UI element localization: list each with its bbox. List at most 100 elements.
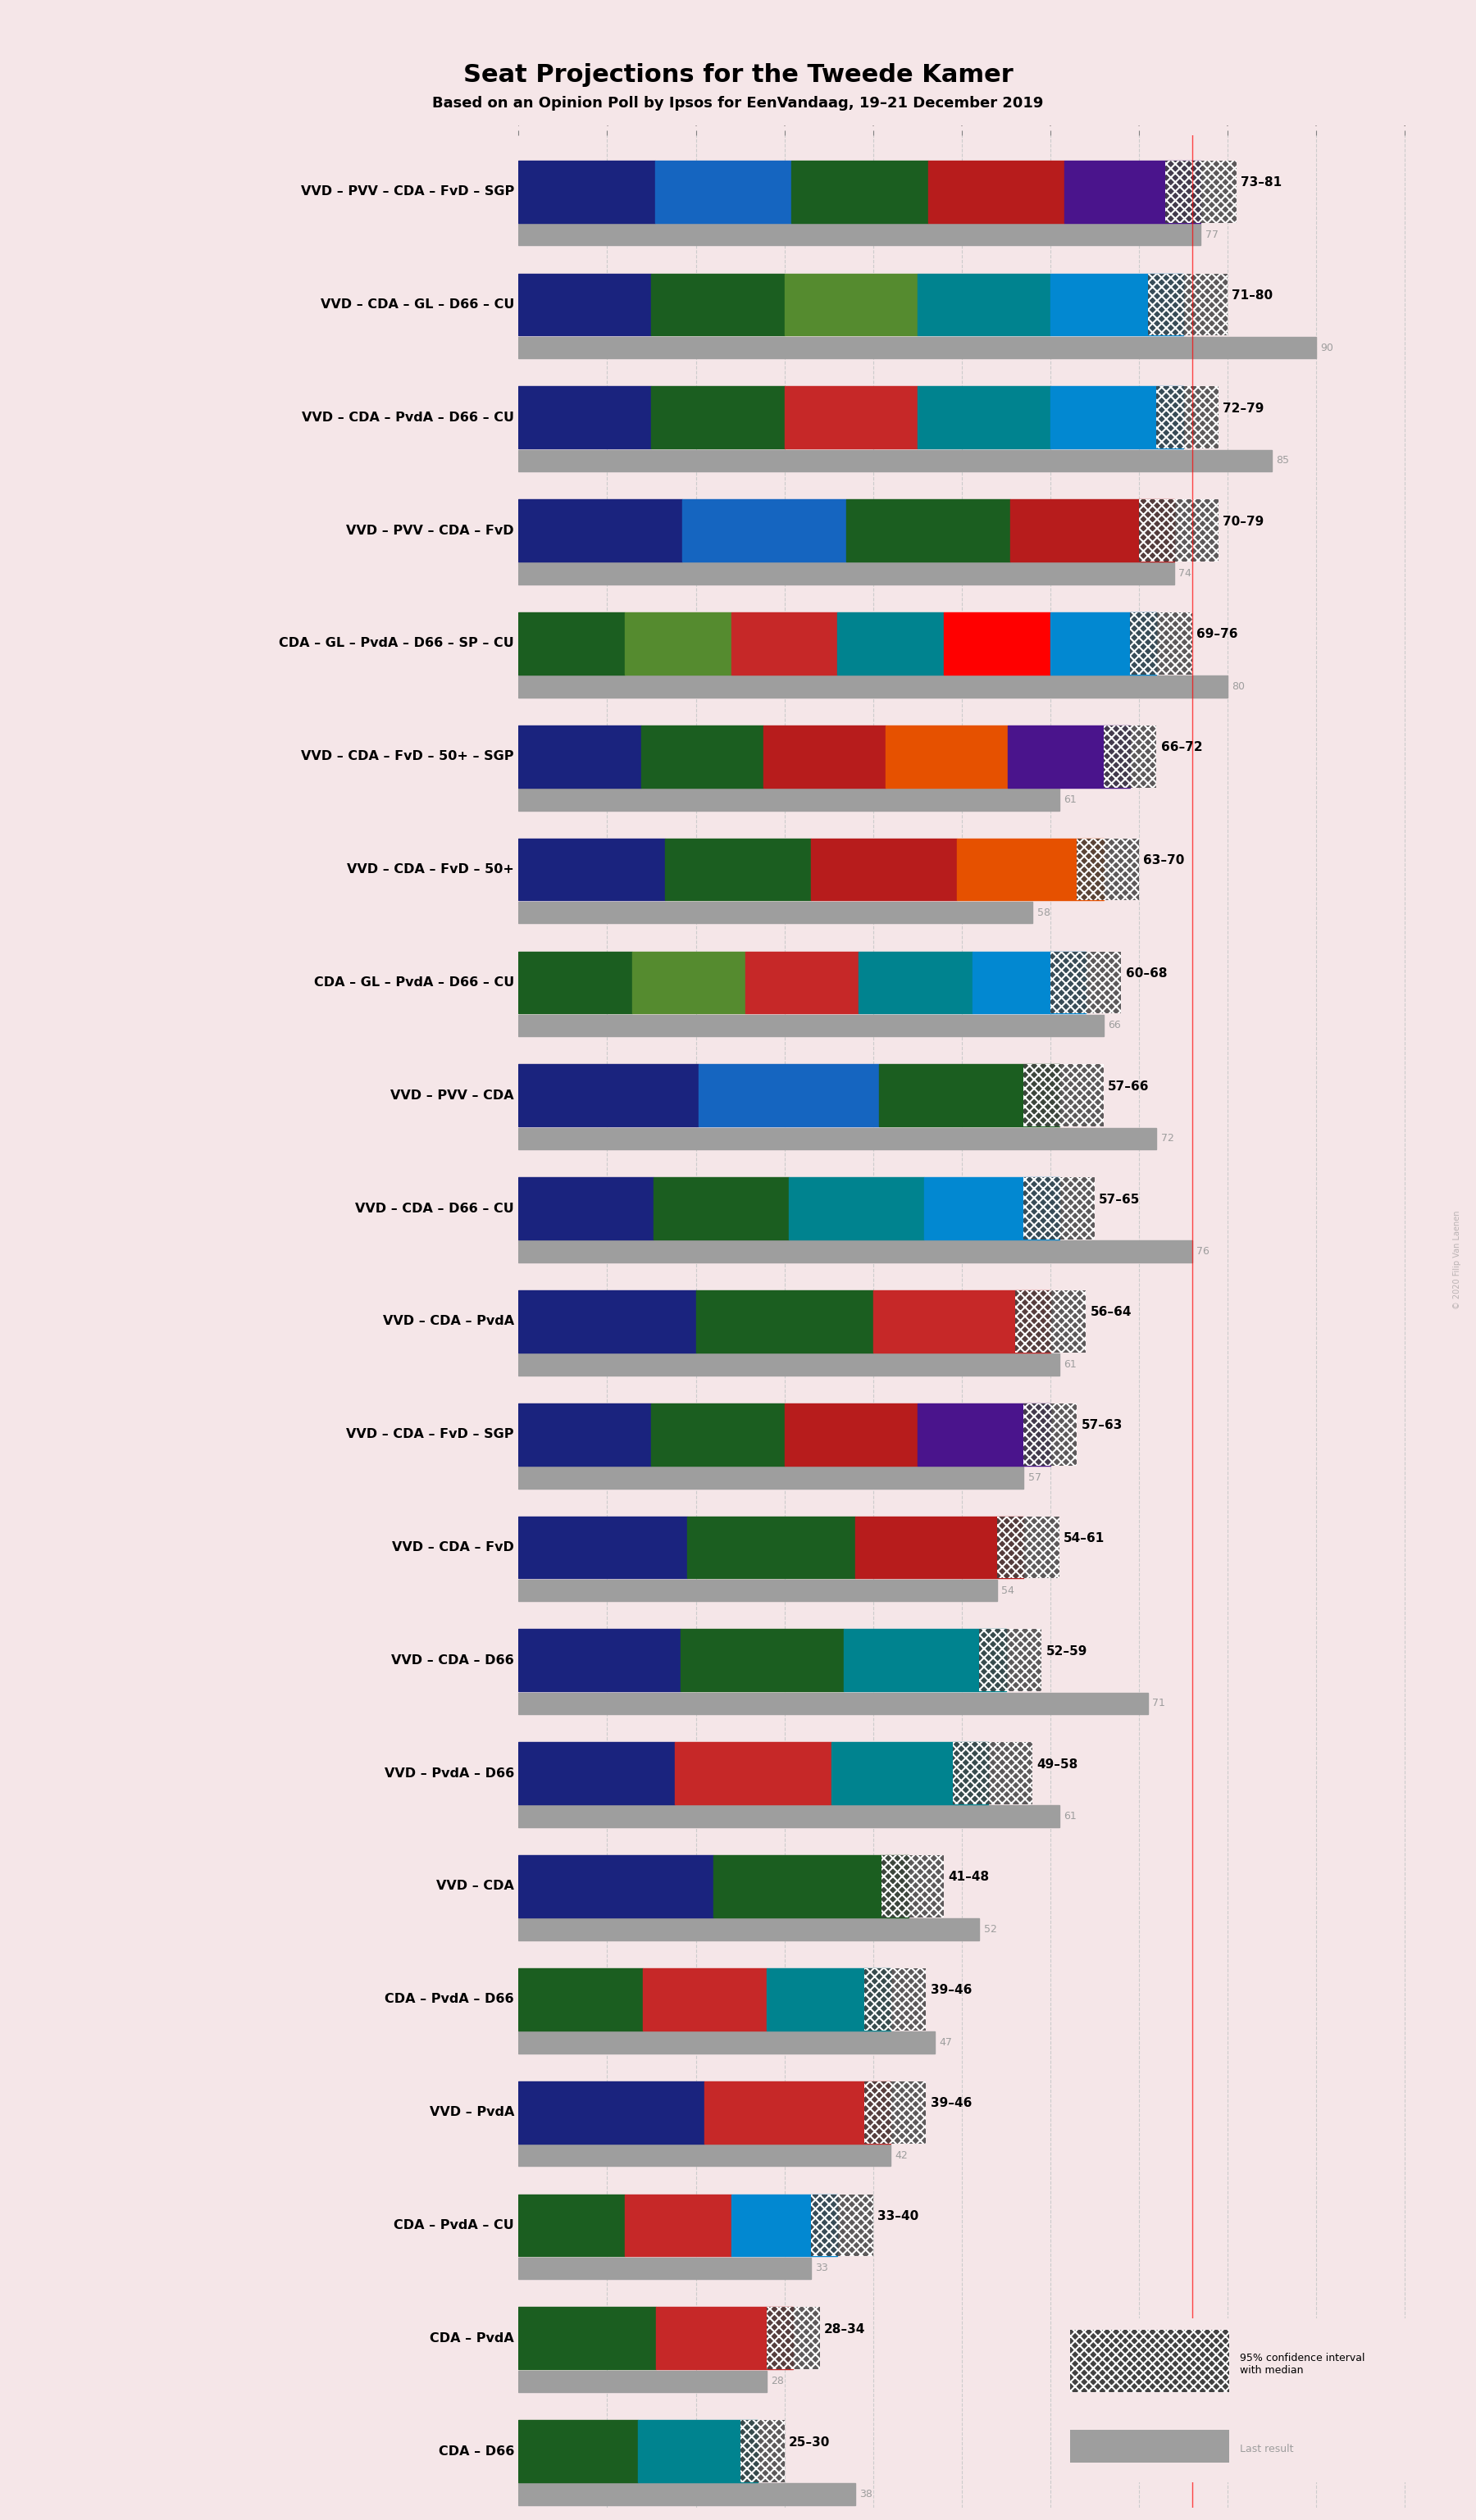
Bar	[518, 1126, 1157, 1149]
Bar	[518, 675, 1228, 698]
Text: VVD – CDA – FvD – 50+ – SGP: VVD – CDA – FvD – 50+ – SGP	[301, 751, 514, 764]
Text: 66: 66	[1108, 1021, 1120, 1031]
Text: CDA – GL – PvdA – D66 – CU: CDA – GL – PvdA – D66 – CU	[314, 975, 514, 988]
Bar	[1015, 1290, 1086, 1353]
Bar	[518, 1177, 654, 1240]
Bar	[655, 2308, 793, 2369]
Text: VVD – CDA – D66 – CU: VVD – CDA – D66 – CU	[356, 1202, 514, 1215]
Text: 72: 72	[1162, 1134, 1173, 1144]
Text: 71–80: 71–80	[1232, 290, 1272, 302]
Text: VVD – CDA – D66: VVD – CDA – D66	[391, 1653, 514, 1666]
Bar	[518, 386, 651, 449]
Bar	[998, 1517, 1060, 1578]
Bar	[518, 2482, 855, 2505]
Bar	[1139, 499, 1219, 562]
Bar	[624, 612, 731, 675]
Text: 41–48: 41–48	[948, 1872, 989, 1882]
Bar	[695, 1290, 872, 1353]
Bar	[881, 1855, 943, 1918]
Bar	[1051, 953, 1122, 1013]
Bar	[810, 839, 956, 900]
Bar	[1024, 1177, 1095, 1240]
Bar	[878, 1063, 1060, 1126]
Text: 47: 47	[939, 2036, 952, 2049]
Bar	[518, 839, 664, 900]
Text: 54: 54	[1002, 1585, 1014, 1595]
Bar	[518, 1353, 1060, 1376]
Text: 90: 90	[1321, 343, 1333, 353]
Bar	[846, 499, 1011, 562]
Bar	[632, 953, 745, 1013]
Text: 57–65: 57–65	[1100, 1192, 1141, 1205]
Text: © 2020 Filip Van Laenen: © 2020 Filip Van Laenen	[1452, 1210, 1461, 1310]
Bar	[518, 1855, 713, 1918]
Bar	[651, 386, 784, 449]
Bar	[766, 2308, 819, 2369]
Bar	[518, 1016, 1104, 1036]
Bar	[641, 726, 763, 789]
Bar	[1008, 726, 1131, 789]
Bar	[1070, 2331, 1230, 2391]
Bar	[1051, 386, 1184, 449]
Bar	[518, 1290, 695, 1353]
Bar	[1166, 161, 1237, 222]
Bar	[518, 1063, 698, 1126]
Bar	[518, 449, 1272, 471]
Bar	[1166, 161, 1237, 222]
Bar	[518, 2308, 655, 2369]
Text: 49–58: 49–58	[1038, 1759, 1077, 1772]
Bar	[518, 1630, 680, 1691]
Bar	[917, 275, 1051, 335]
Text: 61: 61	[1064, 1358, 1076, 1371]
Bar	[863, 1968, 925, 2031]
Bar	[1051, 275, 1184, 335]
Bar	[1024, 1063, 1104, 1126]
Bar	[863, 1968, 925, 2031]
Text: 61: 61	[1064, 794, 1076, 804]
Text: 25–30: 25–30	[788, 2437, 830, 2449]
Bar	[1077, 839, 1139, 900]
Bar	[518, 1968, 642, 2031]
Bar	[979, 1630, 1042, 1691]
Text: CDA – PvdA – CU: CDA – PvdA – CU	[394, 2220, 514, 2230]
Text: 52: 52	[983, 1925, 996, 1935]
Bar	[698, 1063, 878, 1126]
Bar	[731, 2195, 837, 2255]
Bar	[642, 1968, 766, 2031]
Bar	[518, 275, 651, 335]
Text: 60–68: 60–68	[1126, 968, 1168, 980]
Text: 38: 38	[859, 2490, 872, 2500]
Bar	[518, 1804, 1060, 1827]
Text: 57–63: 57–63	[1082, 1419, 1123, 1431]
Bar	[784, 386, 917, 449]
Bar	[763, 726, 886, 789]
Text: 57: 57	[1029, 1472, 1041, 1482]
Bar	[952, 1741, 1033, 1804]
Bar	[1148, 275, 1228, 335]
Text: VVD – PVV – CDA – FvD: VVD – PVV – CDA – FvD	[347, 524, 514, 537]
Bar	[1070, 2429, 1230, 2462]
Bar	[973, 953, 1086, 1013]
Bar	[518, 499, 682, 562]
Bar	[1024, 1404, 1077, 1467]
Bar	[518, 1741, 675, 1804]
Bar	[675, 1741, 831, 1804]
Bar	[863, 2082, 925, 2145]
Text: 85: 85	[1277, 456, 1289, 466]
Text: VVD – PvdA – D66: VVD – PvdA – D66	[384, 1767, 514, 1779]
Bar	[810, 2195, 872, 2255]
Bar	[518, 161, 655, 222]
Text: 39–46: 39–46	[930, 1983, 971, 1996]
Text: VVD – CDA – PvdA: VVD – CDA – PvdA	[382, 1315, 514, 1328]
Bar	[518, 1580, 998, 1600]
Text: 58: 58	[1038, 907, 1049, 917]
Bar	[664, 839, 810, 900]
Bar	[855, 1517, 1024, 1578]
Text: 76: 76	[1197, 1247, 1209, 1257]
Text: 52–59: 52–59	[1046, 1646, 1088, 1658]
Bar	[745, 953, 859, 1013]
Text: 63–70: 63–70	[1144, 854, 1185, 867]
Bar	[928, 161, 1064, 222]
Bar	[518, 1918, 979, 1940]
Bar	[979, 1630, 1042, 1691]
